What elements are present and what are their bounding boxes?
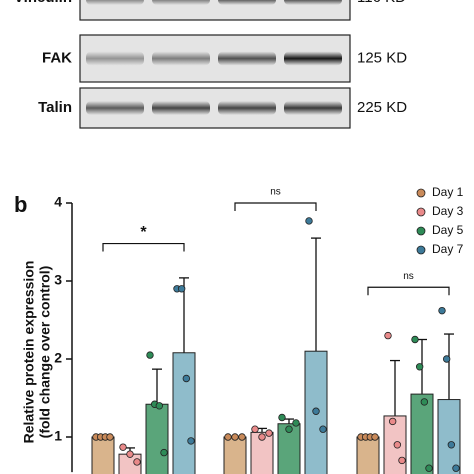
- bar-chart: b 1 2 3 4 Relative protein expression (fold ch…: [14, 185, 464, 474]
- legend-label: Day 3: [432, 204, 464, 218]
- western-blot: Vinculin 116 KD FAK 125 KD Talin 225 KD: [14, 0, 407, 129]
- bar: [223, 436, 247, 474]
- significance-label: ns: [270, 187, 281, 198]
- data-point: [106, 433, 114, 441]
- blot-band: [152, 51, 210, 66]
- data-point: [411, 335, 419, 344]
- blot-band: [284, 51, 342, 66]
- data-point: [265, 429, 273, 437]
- significance-label: ns: [403, 271, 414, 282]
- blot-band: [86, 101, 144, 115]
- data-point: [155, 402, 164, 410]
- data-point: [126, 450, 134, 458]
- legend-marker: [416, 207, 426, 217]
- molecular-weight: 125 KD: [357, 49, 407, 66]
- data-point: [182, 374, 191, 383]
- bar: [250, 431, 274, 474]
- protein-label: Talin: [38, 99, 72, 116]
- y-tick-label: 2: [54, 350, 62, 366]
- legend-label: Day 7: [432, 242, 464, 256]
- bar: [91, 436, 115, 474]
- y-axis-label: Relative protein expression: [21, 261, 37, 444]
- panel-label: b: [14, 192, 27, 217]
- blot-band: [284, 0, 342, 5]
- blot-band: [218, 0, 276, 5]
- y-tick-label: 3: [54, 272, 62, 288]
- data-point: [384, 331, 392, 340]
- data-point: [398, 456, 406, 465]
- data-point: [292, 419, 300, 427]
- data-point: [160, 448, 168, 457]
- data-point: [452, 464, 460, 472]
- blot-band: [152, 0, 210, 5]
- data-point: [119, 443, 127, 451]
- data-point: [442, 355, 451, 363]
- blot-band: [86, 0, 144, 5]
- significance-bracket: [102, 242, 185, 252]
- bar: [145, 403, 169, 474]
- significance-bracket: [367, 286, 450, 296]
- significance-bracket: [234, 202, 317, 211]
- legend-label: Day 1: [432, 185, 464, 199]
- molecular-weight: 225 KD: [357, 99, 407, 116]
- legend-marker: [416, 188, 426, 198]
- molecular-weight: 116 KD: [357, 0, 406, 6]
- data-point: [231, 433, 239, 441]
- y-tick-label: 4: [54, 194, 62, 210]
- data-point: [312, 407, 320, 415]
- blot-band: [152, 101, 210, 115]
- bar: [356, 436, 380, 474]
- legend-marker: [416, 245, 426, 255]
- data-point: [438, 306, 446, 315]
- data-point: [305, 217, 313, 225]
- data-point: [251, 425, 259, 433]
- data-point: [420, 398, 429, 406]
- data-point: [393, 441, 402, 449]
- data-point: [187, 437, 195, 445]
- y-axis-label: (fold change over control): [37, 266, 53, 439]
- significance-label: *: [140, 224, 147, 241]
- y-tick-label: 1: [54, 428, 62, 444]
- blot-band: [218, 51, 276, 66]
- legend-label: Day 5: [432, 223, 464, 237]
- blot-band: [284, 101, 342, 115]
- bar: [172, 352, 196, 474]
- legend-marker: [416, 226, 426, 236]
- blot-band: [86, 51, 144, 66]
- blot-band: [218, 101, 276, 115]
- data-point: [224, 433, 232, 441]
- protein-label: Vinculin: [14, 0, 72, 6]
- data-point: [146, 351, 154, 359]
- data-point: [285, 425, 293, 433]
- bar: [277, 423, 301, 474]
- data-point: [388, 417, 397, 426]
- data-point: [133, 458, 141, 466]
- data-point: [415, 363, 424, 371]
- data-point: [177, 285, 186, 293]
- data-point: [278, 413, 286, 422]
- data-point: [425, 464, 433, 472]
- data-point: [319, 425, 327, 433]
- data-point: [371, 433, 379, 441]
- protein-label: FAK: [42, 49, 72, 66]
- bar: [437, 399, 461, 474]
- data-point: [258, 433, 266, 441]
- bar: [410, 393, 434, 474]
- data-point: [447, 441, 456, 449]
- blot-frame: [79, 0, 351, 21]
- data-point: [238, 433, 246, 441]
